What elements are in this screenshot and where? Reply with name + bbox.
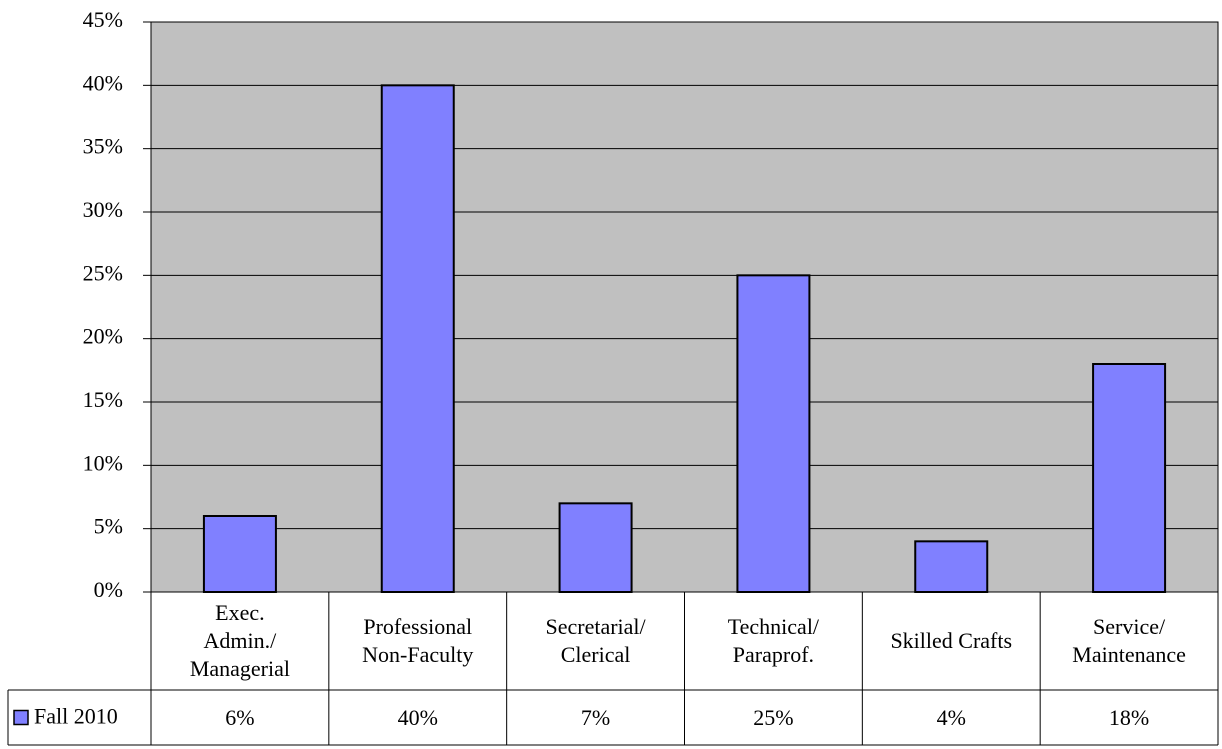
bar [380, 84, 455, 593]
value-label: 25% [753, 704, 794, 730]
bar [1092, 363, 1167, 593]
x-tick-label: Technical/ Paraprof. [727, 614, 820, 667]
value-label: 18% [1108, 704, 1150, 730]
x-tick-label: Professional Non-Faculty [362, 614, 474, 667]
y-tick-label: 20% [83, 324, 123, 349]
bar [914, 540, 989, 593]
value-label: 4% [936, 704, 966, 730]
plot-area [150, 21, 1219, 593]
y-tick-label: 25% [83, 260, 123, 285]
legend-swatch [13, 709, 29, 726]
y-tick-label: 0% [94, 577, 123, 602]
y-tick-label: 35% [83, 134, 123, 159]
y-tick-label: 40% [83, 70, 123, 95]
bar [736, 274, 811, 593]
x-tick-label: Secretarial/ Clerical [545, 614, 646, 667]
value-label: 6% [225, 704, 255, 730]
y-tick-label: 15% [83, 387, 123, 412]
legend-label: Fall 2010 [34, 704, 118, 729]
y-tick-label: 45% [83, 7, 123, 32]
value-label: 7% [580, 704, 611, 730]
bar [558, 502, 633, 594]
x-tick-label: Exec. Admin./ Managerial [189, 600, 290, 681]
y-tick-label: 30% [83, 197, 123, 222]
x-tick-label: Service/ Maintenance [1072, 614, 1186, 667]
y-tick-label: 5% [94, 514, 123, 539]
y-tick-label: 10% [83, 450, 123, 475]
value-label: 40% [397, 704, 438, 730]
bar [202, 515, 277, 593]
x-tick-label: Skilled Crafts [890, 628, 1013, 653]
